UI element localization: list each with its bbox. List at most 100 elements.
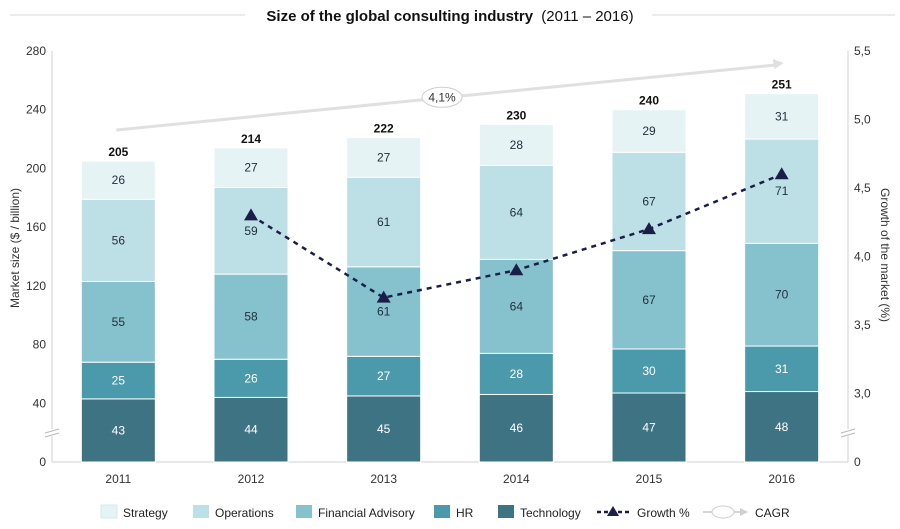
bar-segment-operations xyxy=(478,164,554,260)
bar-segment-strategy xyxy=(80,160,156,200)
growth-point xyxy=(509,263,524,276)
bar-value-label-strategy: 27 xyxy=(377,150,391,164)
y2-tick-label: 3,5 xyxy=(854,318,871,332)
bar-total-label: 222 xyxy=(374,122,394,136)
bar-segment-strategy xyxy=(213,147,289,189)
bar-value-label-financial-advisory: 55 xyxy=(112,315,126,329)
bar-segment-financial-advisory xyxy=(611,250,687,350)
growth-point xyxy=(642,222,656,235)
x-tick-label: 2014 xyxy=(503,472,530,486)
cagr-bubble xyxy=(421,86,463,108)
bar-segment-strategy xyxy=(346,137,422,178)
bar-value-label-hr: 27 xyxy=(377,369,391,383)
legend-hr-swatch xyxy=(434,505,450,518)
bar-segment-strategy xyxy=(611,109,687,153)
chart-title: Size of the global consulting industry (… xyxy=(266,8,633,25)
bar-value-label-financial-advisory: 58 xyxy=(244,310,258,324)
legend-growth-marker xyxy=(607,506,619,516)
y-tick-label: 200 xyxy=(26,161,46,175)
y-tick-label: 0 xyxy=(39,455,46,469)
bar-segment-financial-advisory xyxy=(213,273,289,360)
bar-total-label: 251 xyxy=(772,78,792,92)
bar-segment-technology xyxy=(213,396,289,463)
chart-title-years: (2011 – 2016) xyxy=(541,8,633,25)
bar-value-label-hr: 31 xyxy=(775,362,789,376)
y2-tick-label: 3,0 xyxy=(854,387,871,401)
y2-tick-label: 5,0 xyxy=(854,113,871,127)
bar-segment-financial-advisory xyxy=(346,266,422,357)
y2-tick-label: 5,5 xyxy=(854,44,871,58)
bar-value-label-technology: 44 xyxy=(244,423,258,437)
cagr-arrow-head xyxy=(772,59,784,69)
bar-value-label-financial-advisory: 61 xyxy=(377,305,391,319)
legend-cagr-arrow xyxy=(740,508,748,516)
bar-segment-hr xyxy=(744,345,820,393)
bar-total-label: 214 xyxy=(241,132,261,146)
legend-financial-advisory-swatch xyxy=(296,505,312,518)
bar-value-label-operations: 61 xyxy=(377,215,391,229)
bar-value-label-technology: 46 xyxy=(510,421,524,435)
bar-segment-operations xyxy=(744,138,820,244)
bar-value-label-strategy: 28 xyxy=(510,138,524,152)
bar-segment-operations xyxy=(611,151,687,252)
y-tick-label: 160 xyxy=(26,220,46,234)
bar-value-label-technology: 43 xyxy=(112,423,126,437)
bar-value-label-strategy: 29 xyxy=(642,124,656,138)
bar-value-label-operations: 56 xyxy=(112,233,126,247)
bar-segment-financial-advisory xyxy=(744,242,820,347)
legend-cagr-label: CAGR xyxy=(755,506,790,520)
y-axis-title: Market size ($ / billion) xyxy=(8,188,22,308)
chart-title-main: Size of the global consulting industry xyxy=(266,8,533,25)
bar-value-label-strategy: 27 xyxy=(244,161,258,175)
y2-tick-label: 4,0 xyxy=(854,250,871,264)
y2-axis-title: Growth of the market (%) xyxy=(878,188,892,322)
x-tick-label: 2015 xyxy=(636,472,663,486)
bar-segment-technology xyxy=(744,391,820,463)
bar-value-label-financial-advisory: 64 xyxy=(510,299,524,313)
growth-point xyxy=(244,208,258,221)
y-tick-label: 80 xyxy=(33,338,47,352)
y-tick-label: 280 xyxy=(26,44,46,58)
bar-value-label-technology: 48 xyxy=(775,420,789,434)
legend-operations-swatch xyxy=(193,505,209,518)
bar-segment-strategy xyxy=(744,93,820,140)
growth-point xyxy=(774,167,789,180)
x-tick-label: 2011 xyxy=(105,472,131,486)
legend-financial-advisory-label: Financial Advisory xyxy=(318,506,415,520)
bar-total-label: 230 xyxy=(506,108,526,122)
legend-cagr-bubble xyxy=(711,505,735,519)
y2-tick-label: 0 xyxy=(854,455,861,469)
cagr-value-label: 4,1% xyxy=(428,90,456,104)
bar-value-label-technology: 45 xyxy=(377,422,391,436)
bar-value-label-hr: 28 xyxy=(510,367,524,381)
bar-segment-operations xyxy=(213,187,289,275)
bar-segment-strategy xyxy=(478,123,554,166)
bar-segment-technology xyxy=(346,395,422,463)
bar-value-label-operations: 71 xyxy=(775,184,789,198)
bar-segment-technology xyxy=(611,392,687,463)
bar-value-label-hr: 25 xyxy=(112,374,126,388)
bar-value-label-hr: 26 xyxy=(244,371,258,385)
bar-value-label-operations: 67 xyxy=(642,194,656,208)
y2-axis-break-mark xyxy=(840,428,856,438)
y-tick-label: 40 xyxy=(33,396,47,410)
x-tick-label: 2013 xyxy=(370,472,397,486)
legend-strategy-label: Strategy xyxy=(123,506,168,520)
legend-technology-swatch xyxy=(498,505,514,518)
bar-value-label-operations: 59 xyxy=(244,224,258,238)
bar-segment-hr xyxy=(346,355,422,397)
bar-segment-hr xyxy=(611,348,687,394)
legend-technology-label: Technology xyxy=(520,506,581,520)
legend-operations-label: Operations xyxy=(215,506,274,520)
bar-segment-operations xyxy=(346,176,422,268)
x-tick-label: 2016 xyxy=(768,472,795,486)
bar-total-label: 205 xyxy=(108,145,128,159)
bar-value-label-hr: 30 xyxy=(642,364,656,378)
bar-value-label-strategy: 26 xyxy=(112,173,126,187)
bar-value-label-financial-advisory: 67 xyxy=(642,293,656,307)
bar-value-label-strategy: 31 xyxy=(775,109,789,123)
legend-hr-label: HR xyxy=(456,506,474,520)
bar-total-label: 240 xyxy=(639,94,659,108)
y-tick-label: 120 xyxy=(26,279,46,293)
